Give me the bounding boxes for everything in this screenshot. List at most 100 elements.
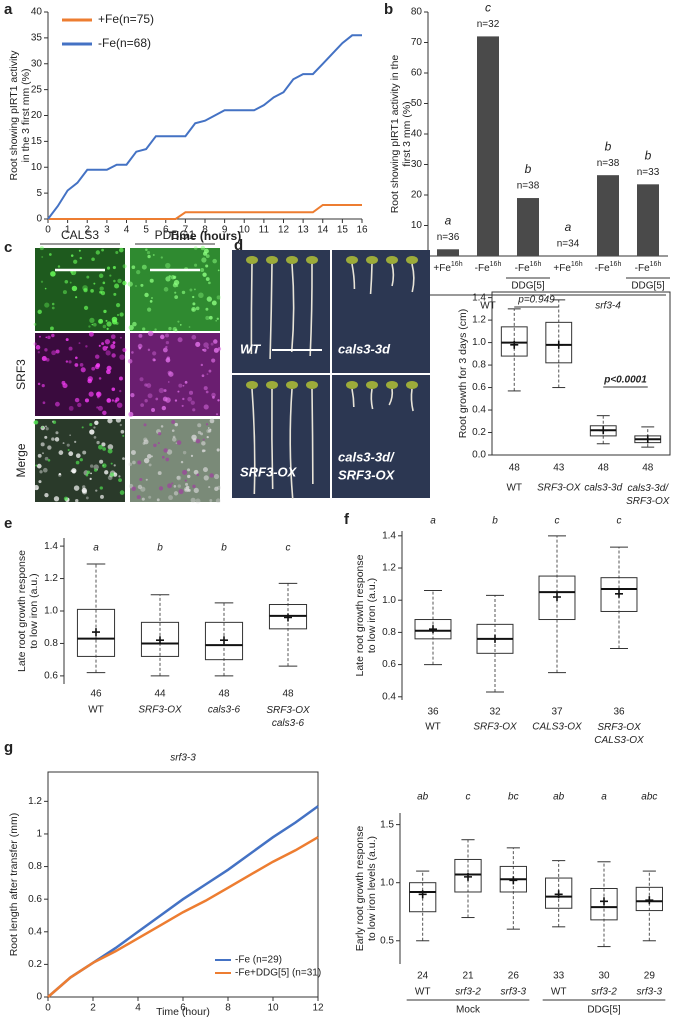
speckle	[155, 397, 159, 401]
speckle	[45, 427, 49, 431]
annotation: p<0.0001	[603, 375, 647, 386]
speckle	[66, 443, 70, 447]
speckle	[85, 473, 89, 477]
speckle	[192, 295, 195, 299]
speckle	[96, 391, 101, 396]
speckle	[176, 440, 182, 445]
n-label: 21	[462, 971, 474, 982]
n-label: 26	[508, 971, 520, 982]
speckle	[145, 478, 148, 481]
speckle	[58, 472, 62, 476]
x-tick-label: 1	[65, 225, 71, 236]
speckle	[208, 315, 213, 320]
speckle	[112, 265, 116, 270]
speckle	[181, 404, 184, 408]
speckle	[41, 356, 47, 362]
y-tick-label: 20	[31, 110, 43, 121]
n-label: 46	[90, 689, 102, 700]
speckle	[41, 426, 44, 429]
significance-letter: c	[466, 792, 471, 803]
speckle	[191, 307, 197, 312]
y-axis-title: Late root growth response	[354, 554, 366, 676]
panel-label: b	[384, 1, 393, 18]
speckle	[172, 435, 176, 439]
speckle	[201, 257, 207, 263]
speckle	[157, 471, 162, 475]
speckle	[140, 486, 146, 492]
speckle	[47, 335, 51, 340]
speckle	[69, 281, 72, 284]
series-line	[47, 34, 362, 220]
x-tick-label: WT	[551, 987, 567, 998]
speckle	[113, 279, 116, 283]
speckle	[165, 345, 168, 349]
speckle	[92, 322, 97, 327]
speckle	[44, 302, 50, 308]
x-tick-label: 16	[356, 225, 368, 236]
y-axis-title: to low iron levels (a.u.)	[366, 836, 378, 941]
speckle	[119, 312, 124, 317]
x-tick-label: SRF3-OX	[138, 705, 182, 716]
y-tick-label: 0.4	[28, 926, 42, 937]
speckle	[88, 325, 91, 328]
speckle	[137, 460, 142, 465]
speckle	[103, 309, 107, 314]
box	[545, 877, 573, 909]
speckle	[119, 490, 125, 495]
speckle	[177, 337, 183, 343]
seedling-root	[311, 388, 314, 485]
speckle	[33, 484, 39, 491]
speckle	[37, 351, 41, 354]
speckle	[96, 391, 102, 397]
speckle	[172, 437, 177, 442]
speckle	[193, 487, 199, 494]
y-tick-label: 0.6	[472, 382, 486, 393]
series-line	[47, 836, 319, 998]
mean-marker	[284, 613, 292, 622]
speckle	[73, 259, 78, 264]
speckle	[130, 450, 136, 455]
speckle	[209, 499, 213, 502]
speckle	[172, 326, 177, 332]
speckle	[216, 295, 221, 300]
speckle	[93, 468, 98, 472]
speckle	[104, 470, 109, 475]
plot-frame	[491, 291, 671, 456]
speckle	[87, 378, 92, 384]
speckle	[210, 342, 214, 346]
speckle	[70, 254, 74, 257]
photo-label: SRF3-OX	[338, 467, 396, 482]
x-tick-label: SRF3-OX CALS3-OX	[594, 722, 644, 746]
mean-marker	[418, 890, 427, 899]
speckle	[89, 317, 95, 324]
y-tick-label: 1	[36, 829, 42, 840]
speckle	[71, 273, 74, 275]
speckle	[216, 317, 219, 320]
speckle	[75, 460, 80, 465]
speckle	[122, 434, 125, 437]
speckle	[148, 495, 152, 499]
seedling-leaf	[286, 256, 298, 264]
speckle	[206, 296, 212, 302]
speckle	[198, 292, 204, 299]
speckle	[41, 384, 45, 388]
speckle	[102, 345, 108, 351]
n-label: 48	[642, 463, 654, 474]
chart-title: srf3-3	[170, 753, 196, 764]
y-tick-label: 1.2	[472, 315, 486, 326]
speckle	[38, 335, 41, 338]
speckle	[215, 413, 219, 416]
seedling-leaf	[366, 381, 378, 389]
speckle	[162, 347, 168, 353]
y-tick-label: 0.4	[382, 691, 396, 702]
speckle	[96, 440, 100, 445]
x-tick-label: 8	[202, 225, 208, 236]
x-tick-label: 0	[45, 1003, 51, 1014]
y-tick-label: 1.0	[382, 595, 396, 606]
significance-letter: a	[565, 220, 572, 234]
speckle	[82, 450, 87, 455]
speckle	[93, 436, 97, 439]
speckle	[208, 429, 212, 433]
speckle	[138, 333, 143, 338]
speckle	[167, 370, 172, 375]
